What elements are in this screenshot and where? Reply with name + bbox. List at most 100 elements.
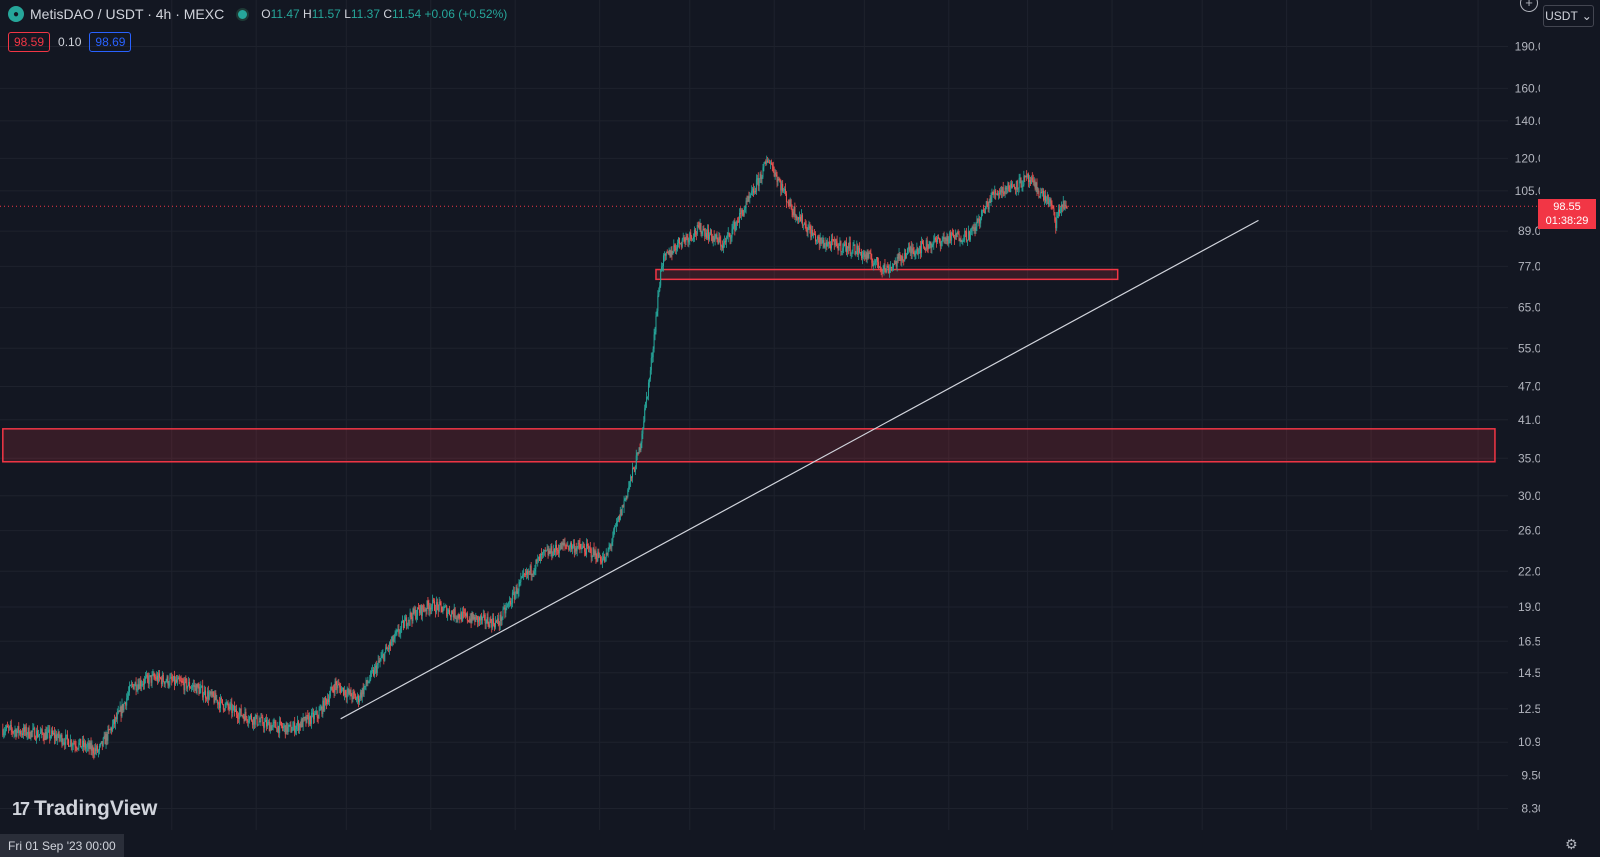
- candle-body: [339, 684, 341, 688]
- candle-body: [1063, 200, 1065, 209]
- candle-body: [799, 216, 801, 220]
- candle-body: [1014, 187, 1016, 190]
- candle-body: [328, 696, 330, 703]
- candle-body: [635, 455, 637, 470]
- sell-button[interactable]: 98.59: [8, 32, 51, 52]
- buy-button[interactable]: 98.69: [89, 32, 132, 52]
- price-axis[interactable]: 190.00 160.00 140.00 120.00 105.00 89.00 77.00…: [1515, 40, 1540, 816]
- candle-body: [811, 229, 813, 238]
- candle-body: [770, 162, 772, 164]
- candle-body: [99, 743, 101, 746]
- candle-body: [999, 190, 1001, 194]
- symbol-logo-icon: ●: [8, 6, 24, 22]
- candle-body: [577, 542, 579, 548]
- candle-body: [478, 617, 480, 623]
- candle-body: [798, 217, 800, 220]
- candle-body: [817, 236, 819, 238]
- candle-body: [378, 660, 380, 662]
- candle-body: [294, 722, 296, 733]
- candle-body: [222, 704, 224, 710]
- candle-body: [16, 730, 18, 737]
- candle-body: [127, 695, 129, 699]
- candle-body: [659, 285, 661, 292]
- candle-body: [60, 735, 62, 738]
- candle-body: [747, 196, 749, 202]
- candle-body: [338, 684, 340, 685]
- gear-icon[interactable]: ⚙: [1565, 836, 1578, 852]
- candle-body: [54, 734, 56, 739]
- candle-body: [946, 236, 948, 241]
- candle-body: [822, 240, 824, 243]
- candle-body: [845, 242, 847, 253]
- candle-body: [957, 232, 959, 234]
- candle-body: [115, 717, 117, 720]
- candle-body: [874, 262, 876, 264]
- candle-body: [394, 632, 396, 639]
- candle-body: [340, 687, 342, 693]
- last-price-tag: 98.55 01:38:29: [1538, 199, 1596, 230]
- candle-body: [443, 607, 445, 611]
- candle-body: [923, 246, 925, 250]
- candle-body: [284, 725, 286, 735]
- price-tick-label: 12.50: [1518, 702, 1540, 716]
- candle-body: [574, 548, 576, 553]
- candle-body: [909, 246, 911, 251]
- price-chart[interactable]: 190.00 160.00 140.00 120.00 105.00 89.00 77.00…: [0, 0, 1540, 830]
- currency-selector[interactable]: USDT ⌄: [1543, 5, 1594, 27]
- candle-body: [471, 612, 473, 623]
- candle-body: [403, 620, 405, 629]
- candle-body: [974, 227, 976, 231]
- candle-body: [976, 218, 978, 227]
- candle-body: [844, 244, 846, 246]
- candle-body: [945, 238, 947, 241]
- candle-body: [756, 178, 758, 180]
- candle-body: [312, 712, 314, 720]
- candle-body: [433, 599, 435, 601]
- candle-body: [37, 735, 39, 737]
- candle-body: [613, 529, 615, 538]
- candle-body: [849, 242, 851, 254]
- candle-body: [685, 236, 687, 242]
- candle-body: [48, 729, 50, 731]
- candle-body: [277, 725, 279, 732]
- candle-body: [741, 210, 743, 213]
- candle-body: [479, 616, 481, 621]
- candle-body: [646, 397, 648, 402]
- candle-body: [382, 654, 384, 656]
- candle-body: [790, 199, 792, 209]
- symbol-title[interactable]: MetisDAO / USDT · 4h · MEXC: [30, 6, 225, 22]
- candle-body: [460, 612, 462, 620]
- candle-body: [612, 537, 614, 542]
- candle-body: [291, 730, 293, 733]
- candle-body: [928, 244, 930, 249]
- candle-body: [103, 735, 105, 739]
- candle-body: [1031, 177, 1033, 181]
- candle-body: [856, 245, 858, 253]
- candle-body: [387, 648, 389, 650]
- candle-body: [851, 250, 853, 253]
- candle-body: [409, 612, 411, 621]
- candle-body: [841, 251, 843, 253]
- candle-body: [614, 526, 616, 530]
- candle-body: [796, 216, 798, 221]
- candle-body: [420, 605, 422, 616]
- candle-body: [369, 679, 371, 682]
- candle-body: [385, 647, 387, 653]
- candle-body: [867, 252, 869, 258]
- candle-body: [936, 240, 938, 243]
- candle-body: [879, 266, 881, 269]
- candle-body: [869, 252, 871, 254]
- tradingview-logo[interactable]: 17 TradingView: [12, 797, 157, 821]
- candle-body: [59, 737, 61, 739]
- price-tick-label: 14.50: [1518, 666, 1540, 680]
- candle-body: [279, 721, 281, 734]
- candle-body: [729, 233, 731, 239]
- candle-body: [693, 229, 695, 237]
- candle-body: [791, 208, 793, 212]
- candle-body: [264, 722, 266, 728]
- candle-body: [839, 241, 841, 246]
- candle-body: [592, 548, 594, 557]
- candle-body: [961, 240, 963, 243]
- candle-body: [1015, 180, 1017, 190]
- candle-body: [268, 721, 270, 732]
